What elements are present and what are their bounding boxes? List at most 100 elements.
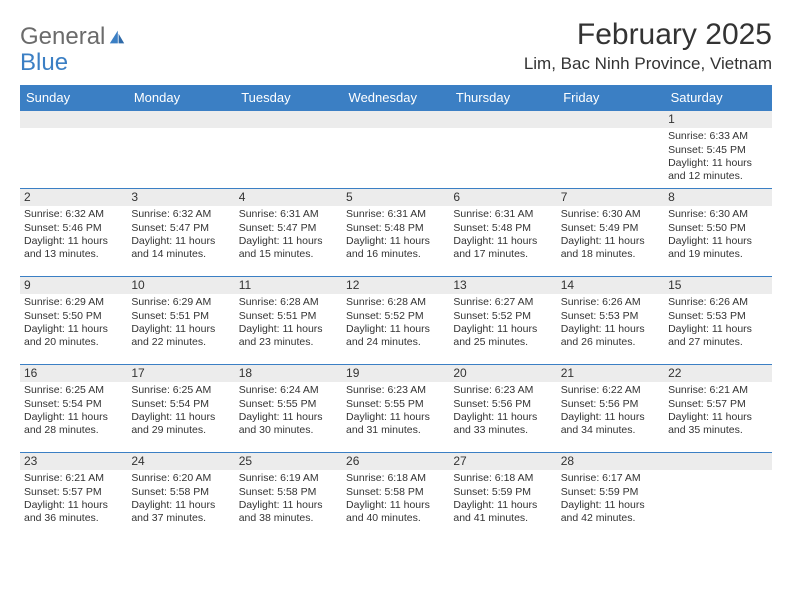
day-number: 24: [127, 453, 234, 470]
sunrise-text: Sunrise: 6:25 AM: [24, 384, 123, 397]
day-number: 10: [127, 277, 234, 294]
sunset-text: Sunset: 5:47 PM: [239, 222, 338, 235]
sunset-text: Sunset: 5:56 PM: [561, 398, 660, 411]
sunset-text: Sunset: 5:50 PM: [24, 310, 123, 323]
daylight-text: Daylight: 11 hours and 19 minutes.: [668, 235, 767, 261]
sunrise-text: Sunrise: 6:28 AM: [239, 296, 338, 309]
day-details: Sunrise: 6:32 AMSunset: 5:47 PMDaylight:…: [127, 206, 234, 261]
calendar-day-cell: 6Sunrise: 6:31 AMSunset: 5:48 PMDaylight…: [449, 189, 556, 277]
sunset-text: Sunset: 5:55 PM: [239, 398, 338, 411]
daylight-text: Daylight: 11 hours and 40 minutes.: [346, 499, 445, 525]
day-number: 1: [664, 111, 771, 128]
sunset-text: Sunset: 5:53 PM: [561, 310, 660, 323]
sunrise-text: Sunrise: 6:31 AM: [239, 208, 338, 221]
day-number: 12: [342, 277, 449, 294]
calendar-table: Sunday Monday Tuesday Wednesday Thursday…: [20, 85, 772, 541]
sunrise-text: Sunrise: 6:27 AM: [453, 296, 552, 309]
day-number: 7: [557, 189, 664, 206]
day-number: [127, 111, 234, 128]
day-number: 18: [235, 365, 342, 382]
calendar-week-row: 1Sunrise: 6:33 AMSunset: 5:45 PMDaylight…: [20, 111, 772, 189]
daylight-text: Daylight: 11 hours and 13 minutes.: [24, 235, 123, 261]
day-number: 2: [20, 189, 127, 206]
day-details: Sunrise: 6:21 AMSunset: 5:57 PMDaylight:…: [664, 382, 771, 437]
daylight-text: Daylight: 11 hours and 42 minutes.: [561, 499, 660, 525]
day-number: 9: [20, 277, 127, 294]
sunrise-text: Sunrise: 6:32 AM: [131, 208, 230, 221]
calendar-day-cell: 4Sunrise: 6:31 AMSunset: 5:47 PMDaylight…: [235, 189, 342, 277]
calendar-day-cell: [235, 111, 342, 189]
sunrise-text: Sunrise: 6:31 AM: [453, 208, 552, 221]
sunset-text: Sunset: 5:45 PM: [668, 144, 767, 157]
title-block: February 2025 Lim, Bac Ninh Province, Vi…: [524, 18, 772, 74]
day-details: Sunrise: 6:18 AMSunset: 5:59 PMDaylight:…: [449, 470, 556, 525]
day-details: Sunrise: 6:29 AMSunset: 5:50 PMDaylight:…: [20, 294, 127, 349]
day-details: Sunrise: 6:26 AMSunset: 5:53 PMDaylight:…: [557, 294, 664, 349]
day-number: 21: [557, 365, 664, 382]
daylight-text: Daylight: 11 hours and 29 minutes.: [131, 411, 230, 437]
sunset-text: Sunset: 5:54 PM: [24, 398, 123, 411]
calendar-day-cell: [127, 111, 234, 189]
sunrise-text: Sunrise: 6:21 AM: [668, 384, 767, 397]
day-details: Sunrise: 6:19 AMSunset: 5:58 PMDaylight:…: [235, 470, 342, 525]
sunset-text: Sunset: 5:58 PM: [239, 486, 338, 499]
daylight-text: Daylight: 11 hours and 37 minutes.: [131, 499, 230, 525]
daylight-text: Daylight: 11 hours and 35 minutes.: [668, 411, 767, 437]
day-details: Sunrise: 6:23 AMSunset: 5:56 PMDaylight:…: [449, 382, 556, 437]
day-number: 15: [664, 277, 771, 294]
day-details: Sunrise: 6:31 AMSunset: 5:47 PMDaylight:…: [235, 206, 342, 261]
day-number: [235, 111, 342, 128]
calendar-day-cell: 5Sunrise: 6:31 AMSunset: 5:48 PMDaylight…: [342, 189, 449, 277]
day-number: 5: [342, 189, 449, 206]
sunset-text: Sunset: 5:46 PM: [24, 222, 123, 235]
calendar-day-cell: 13Sunrise: 6:27 AMSunset: 5:52 PMDayligh…: [449, 277, 556, 365]
sunset-text: Sunset: 5:58 PM: [131, 486, 230, 499]
day-number: 8: [664, 189, 771, 206]
day-details: Sunrise: 6:26 AMSunset: 5:53 PMDaylight:…: [664, 294, 771, 349]
day-number: 17: [127, 365, 234, 382]
calendar-day-cell: [342, 111, 449, 189]
calendar-day-cell: 19Sunrise: 6:23 AMSunset: 5:55 PMDayligh…: [342, 365, 449, 453]
weekday-header: Saturday: [664, 85, 771, 111]
day-details: Sunrise: 6:33 AMSunset: 5:45 PMDaylight:…: [664, 128, 771, 183]
calendar-page: GeneralBlue February 2025 Lim, Bac Ninh …: [0, 0, 792, 541]
sunset-text: Sunset: 5:50 PM: [668, 222, 767, 235]
calendar-day-cell: 28Sunrise: 6:17 AMSunset: 5:59 PMDayligh…: [557, 453, 664, 541]
day-details: Sunrise: 6:25 AMSunset: 5:54 PMDaylight:…: [20, 382, 127, 437]
sunset-text: Sunset: 5:52 PM: [346, 310, 445, 323]
logo-text-blue: Blue: [20, 49, 68, 76]
location-text: Lim, Bac Ninh Province, Vietnam: [524, 54, 772, 74]
day-number: 22: [664, 365, 771, 382]
daylight-text: Daylight: 11 hours and 27 minutes.: [668, 323, 767, 349]
sunset-text: Sunset: 5:51 PM: [239, 310, 338, 323]
day-number: 13: [449, 277, 556, 294]
sunrise-text: Sunrise: 6:23 AM: [453, 384, 552, 397]
sunset-text: Sunset: 5:48 PM: [346, 222, 445, 235]
day-number: [449, 111, 556, 128]
daylight-text: Daylight: 11 hours and 31 minutes.: [346, 411, 445, 437]
day-details: Sunrise: 6:30 AMSunset: 5:50 PMDaylight:…: [664, 206, 771, 261]
calendar-day-cell: 16Sunrise: 6:25 AMSunset: 5:54 PMDayligh…: [20, 365, 127, 453]
daylight-text: Daylight: 11 hours and 12 minutes.: [668, 157, 767, 183]
calendar-day-cell: 7Sunrise: 6:30 AMSunset: 5:49 PMDaylight…: [557, 189, 664, 277]
sunset-text: Sunset: 5:56 PM: [453, 398, 552, 411]
day-number: 16: [20, 365, 127, 382]
day-number: 14: [557, 277, 664, 294]
sunrise-text: Sunrise: 6:32 AM: [24, 208, 123, 221]
sunrise-text: Sunrise: 6:26 AM: [668, 296, 767, 309]
daylight-text: Daylight: 11 hours and 36 minutes.: [24, 499, 123, 525]
calendar-day-cell: 2 Sunrise: 6:32 AMSunset: 5:46 PMDaylight…: [20, 189, 127, 277]
daylight-text: Daylight: 11 hours and 34 minutes.: [561, 411, 660, 437]
sunrise-text: Sunrise: 6:18 AM: [346, 472, 445, 485]
logo-text-general: General: [20, 23, 105, 50]
sunset-text: Sunset: 5:55 PM: [346, 398, 445, 411]
daylight-text: Daylight: 11 hours and 17 minutes.: [453, 235, 552, 261]
sunrise-text: Sunrise: 6:19 AM: [239, 472, 338, 485]
day-details: Sunrise: 6:27 AMSunset: 5:52 PMDaylight:…: [449, 294, 556, 349]
weekday-header: Monday: [127, 85, 234, 111]
day-number: [664, 453, 771, 470]
calendar-day-cell: 10Sunrise: 6:29 AMSunset: 5:51 PMDayligh…: [127, 277, 234, 365]
sunrise-text: Sunrise: 6:31 AM: [346, 208, 445, 221]
day-number: [20, 111, 127, 128]
day-details: Sunrise: 6:21 AMSunset: 5:57 PMDaylight:…: [20, 470, 127, 525]
